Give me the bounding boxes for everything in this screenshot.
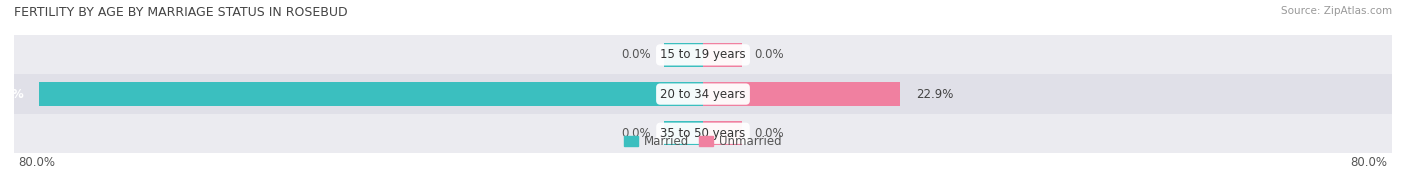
Bar bbox=[703, 121, 742, 145]
Text: 0.0%: 0.0% bbox=[621, 127, 651, 140]
Bar bbox=[14, 114, 1392, 153]
Text: 35 to 50 years: 35 to 50 years bbox=[661, 127, 745, 140]
Bar bbox=[703, 43, 742, 67]
Text: 22.9%: 22.9% bbox=[915, 88, 953, 101]
Text: 0.0%: 0.0% bbox=[755, 48, 785, 61]
Text: 0.0%: 0.0% bbox=[755, 127, 785, 140]
Bar bbox=[664, 43, 703, 67]
Bar bbox=[664, 121, 703, 145]
Text: 80.0%: 80.0% bbox=[18, 156, 55, 169]
Bar bbox=[14, 35, 1392, 74]
Text: 20 to 34 years: 20 to 34 years bbox=[661, 88, 745, 101]
Legend: Married, Unmarried: Married, Unmarried bbox=[620, 130, 786, 153]
Text: 0.0%: 0.0% bbox=[621, 48, 651, 61]
Text: 15 to 19 years: 15 to 19 years bbox=[661, 48, 745, 61]
Bar bbox=[39, 82, 703, 106]
Text: 77.1%: 77.1% bbox=[0, 88, 24, 101]
Text: Source: ZipAtlas.com: Source: ZipAtlas.com bbox=[1281, 6, 1392, 16]
Bar bbox=[703, 82, 900, 106]
Bar bbox=[14, 74, 1392, 114]
Text: FERTILITY BY AGE BY MARRIAGE STATUS IN ROSEBUD: FERTILITY BY AGE BY MARRIAGE STATUS IN R… bbox=[14, 6, 347, 19]
Text: 80.0%: 80.0% bbox=[1351, 156, 1388, 169]
